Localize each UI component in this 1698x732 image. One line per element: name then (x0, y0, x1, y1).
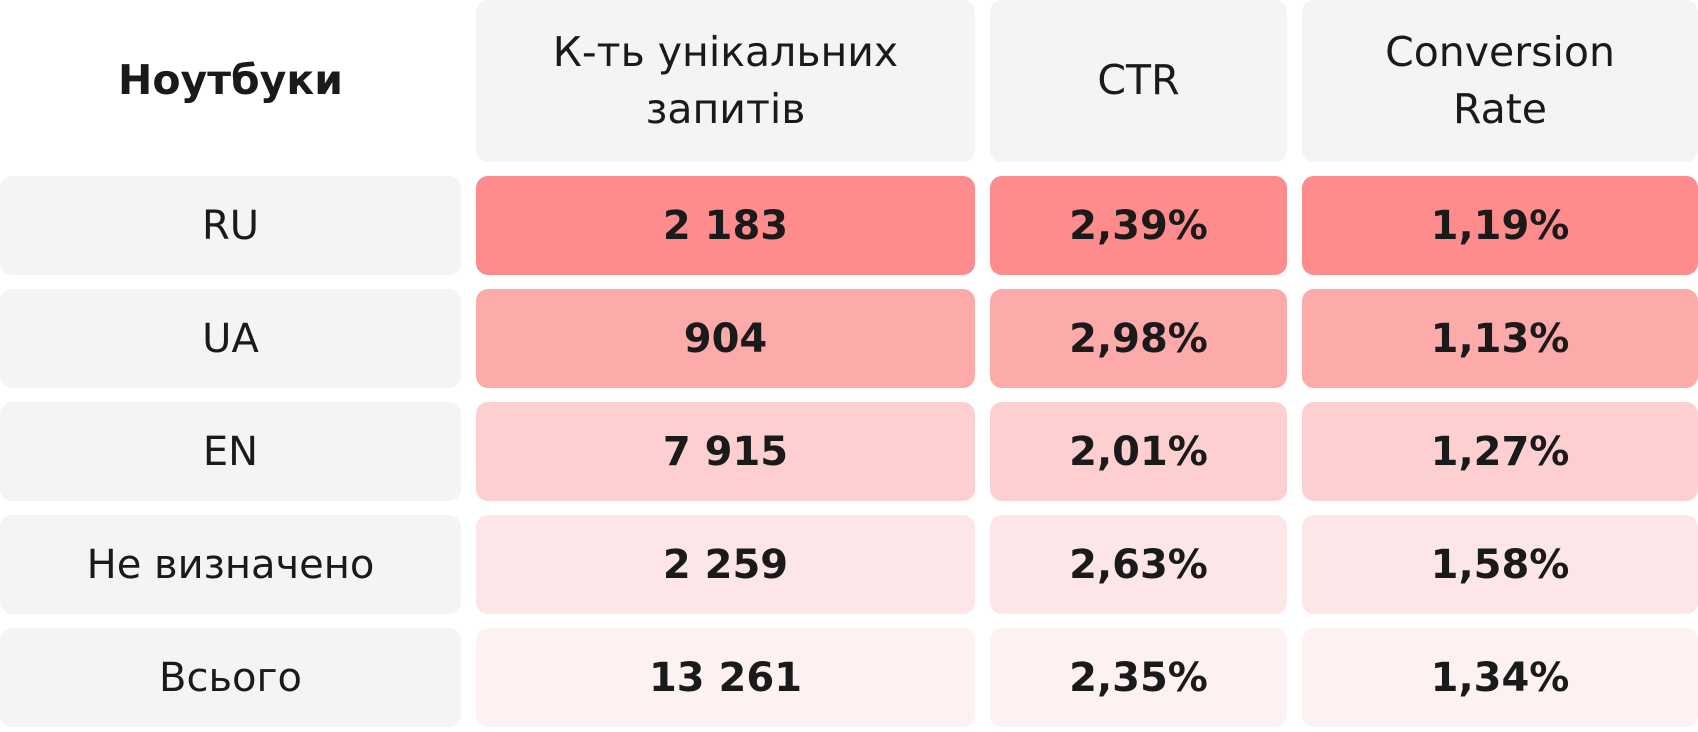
value-cell: 2,63% (990, 515, 1287, 614)
value-cell: 904 (476, 289, 975, 388)
row-label: RU (0, 176, 461, 275)
value-cell: 2 259 (476, 515, 975, 614)
value-cell: 1,13% (1302, 289, 1698, 388)
header-title: Ноутбуки (0, 0, 461, 162)
value-cell: 1,27% (1302, 402, 1698, 501)
value-cell: 2,39% (990, 176, 1287, 275)
value-cell: 7 915 (476, 402, 975, 501)
value-cell: 1,19% (1302, 176, 1698, 275)
row-label: EN (0, 402, 461, 501)
value-cell: 2,01% (990, 402, 1287, 501)
value-cell: 2,35% (990, 628, 1287, 727)
value-cell: 13 261 (476, 628, 975, 727)
column-header: К-ть унікальних запитів (476, 0, 975, 162)
row-label: Не визначено (0, 515, 461, 614)
value-cell: 2 183 (476, 176, 975, 275)
column-header: Conversion Rate (1302, 0, 1698, 162)
value-cell: 1,58% (1302, 515, 1698, 614)
value-cell: 1,34% (1302, 628, 1698, 727)
row-label: Всього (0, 628, 461, 727)
row-label: UA (0, 289, 461, 388)
column-header: CTR (990, 0, 1287, 162)
value-cell: 2,98% (990, 289, 1287, 388)
